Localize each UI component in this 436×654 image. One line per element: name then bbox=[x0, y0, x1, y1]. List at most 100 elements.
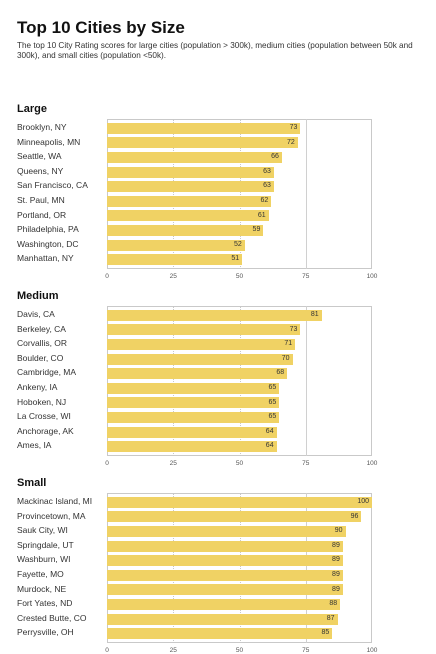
bar-value-label: 96 bbox=[350, 512, 359, 520]
bar-value-label: 87 bbox=[326, 614, 335, 622]
gridline bbox=[239, 306, 241, 456]
bar-value-label: 52 bbox=[234, 240, 242, 248]
bar bbox=[107, 584, 343, 596]
category-label: St. Paul, MN bbox=[17, 195, 65, 205]
bar-value-label: 89 bbox=[332, 556, 340, 564]
bar bbox=[107, 210, 269, 222]
bar-value-label: 88 bbox=[329, 600, 338, 608]
bar bbox=[107, 628, 333, 640]
x-tick-label: 100 bbox=[366, 647, 378, 654]
bar-value-label: 89 bbox=[332, 571, 340, 578]
section-title: Small bbox=[17, 477, 47, 489]
bar-value-label: 71 bbox=[284, 340, 293, 348]
bar-value-label: 89 bbox=[332, 541, 340, 549]
bar-value-label: 72 bbox=[287, 138, 295, 146]
gridline bbox=[173, 493, 175, 643]
category-label: Washington, DC bbox=[17, 238, 79, 249]
bar-value-label: 62 bbox=[260, 197, 269, 204]
category-label: Berkeley, CA bbox=[17, 323, 66, 334]
category-label: Sauk City, WI bbox=[17, 525, 68, 536]
bar bbox=[107, 239, 245, 251]
bar bbox=[107, 368, 288, 380]
category-label: Fayette, MO bbox=[17, 569, 64, 579]
category-label: Corvallis, OR bbox=[17, 338, 68, 349]
category-label: Boulder, CO bbox=[17, 352, 64, 363]
bar bbox=[107, 426, 277, 438]
bar bbox=[107, 397, 280, 409]
bar bbox=[107, 309, 322, 321]
gridline bbox=[173, 306, 175, 456]
bar bbox=[107, 382, 280, 394]
bar bbox=[107, 137, 298, 149]
x-tick-label: 0 bbox=[105, 460, 109, 467]
bar bbox=[107, 526, 346, 537]
bar bbox=[107, 353, 293, 365]
x-tick-label: 25 bbox=[169, 273, 177, 280]
x-tick-label: 50 bbox=[235, 460, 244, 467]
bar bbox=[107, 569, 343, 581]
category-label: Davis, CA bbox=[17, 309, 55, 319]
category-label: Manhattan, NY bbox=[17, 253, 74, 264]
category-label: Minneapolis, MN bbox=[17, 136, 81, 147]
category-label: Ankeny, IA bbox=[17, 382, 58, 392]
category-label: Queens, NY bbox=[17, 165, 64, 176]
bar bbox=[107, 195, 272, 207]
x-tick-label: 100 bbox=[366, 273, 378, 280]
bar-value-label: 51 bbox=[231, 255, 240, 263]
chart-subtitle: The top 10 City Rating scores for large … bbox=[17, 41, 413, 60]
bar-value-label: 63 bbox=[263, 182, 271, 190]
x-tick-label: 75 bbox=[302, 647, 310, 654]
category-label: Ames, IA bbox=[17, 440, 52, 451]
bar-value-label: 64 bbox=[265, 442, 274, 450]
x-tick-label: 0 bbox=[105, 647, 109, 654]
bar-value-label: 73 bbox=[289, 124, 298, 131]
bar-value-label: 90 bbox=[334, 527, 343, 535]
bar bbox=[107, 540, 343, 552]
category-label: Washburn, WI bbox=[17, 554, 71, 565]
gridline bbox=[173, 119, 175, 269]
bar-value-label: 65 bbox=[268, 413, 277, 421]
bar-value-label: 68 bbox=[276, 369, 285, 377]
category-label: Anchorage, AK bbox=[17, 425, 74, 436]
gridline bbox=[239, 493, 241, 643]
x-tick-label: 50 bbox=[235, 647, 244, 654]
bar bbox=[107, 441, 277, 453]
category-label: Mackinac Island, MI bbox=[17, 496, 93, 506]
bar-value-label: 59 bbox=[252, 226, 261, 234]
bar-value-label: 61 bbox=[257, 211, 266, 219]
x-tick-label: 25 bbox=[169, 647, 177, 654]
category-label: La Crosse, WI bbox=[17, 411, 71, 422]
category-label: Brooklyn, NY bbox=[17, 122, 67, 132]
gridline bbox=[305, 119, 307, 269]
bar-value-label: 89 bbox=[332, 585, 340, 593]
bar-value-label: 70 bbox=[281, 354, 290, 362]
x-tick-label: 100 bbox=[366, 460, 378, 467]
bar bbox=[107, 339, 296, 350]
gridline bbox=[305, 493, 307, 643]
category-label: Fort Yates, ND bbox=[17, 598, 73, 609]
gridline bbox=[305, 306, 307, 456]
bar bbox=[107, 613, 338, 625]
category-label: Philadelphia, PA bbox=[17, 224, 79, 235]
section-title: Large bbox=[17, 103, 47, 115]
bar-value-label: 85 bbox=[321, 629, 330, 637]
category-label: Seattle, WA bbox=[17, 151, 62, 162]
bar-value-label: 65 bbox=[268, 398, 277, 406]
category-label: Crested Butte, CO bbox=[17, 612, 87, 623]
section-title: Medium bbox=[17, 290, 59, 302]
category-label: San Francisco, CA bbox=[17, 180, 88, 191]
category-label: Provincetown, MA bbox=[17, 510, 86, 521]
bar bbox=[107, 166, 274, 178]
bar-value-label: 100 bbox=[357, 498, 369, 505]
chart-title: Top 10 Cities by Size bbox=[17, 18, 185, 37]
bar bbox=[107, 496, 372, 508]
x-tick-label: 25 bbox=[169, 460, 177, 467]
category-label: Springdale, UT bbox=[17, 539, 74, 550]
bar-value-label: 73 bbox=[289, 325, 298, 333]
bar bbox=[107, 599, 341, 610]
bar-value-label: 63 bbox=[263, 167, 271, 175]
x-tick-label: 75 bbox=[302, 273, 310, 280]
gridline bbox=[239, 119, 241, 269]
bar bbox=[107, 181, 274, 193]
bar-value-label: 64 bbox=[265, 427, 274, 435]
